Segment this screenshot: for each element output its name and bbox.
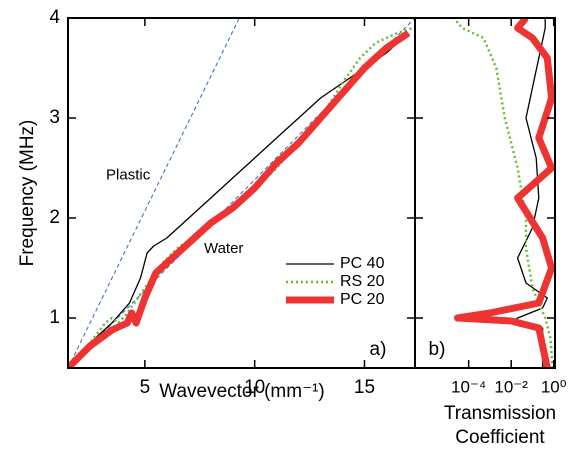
annotation: Plastic <box>106 166 151 183</box>
y-tick-label: 1 <box>49 307 60 328</box>
x-tick-label: 15 <box>354 377 375 398</box>
legend-label: PC 40 <box>340 255 385 272</box>
legend-label: RS 20 <box>340 273 385 290</box>
panel-label: b) <box>429 339 446 360</box>
data-line <box>510 18 548 368</box>
x-tick-label: 10⁻² <box>494 377 528 396</box>
legend-label: PC 20 <box>340 291 385 308</box>
y-tick-label: 2 <box>49 207 60 228</box>
x-axis-label: Transmission <box>444 403 556 424</box>
x-tick-label: 5 <box>140 377 151 398</box>
data-line <box>68 30 411 368</box>
y-tick-label: 4 <box>49 7 60 28</box>
data-line <box>454 18 555 368</box>
panel-label: a) <box>370 339 387 360</box>
reference-line <box>68 18 240 368</box>
y-axis-label: Frequency (MHz) <box>17 120 38 267</box>
plot-frame <box>414 17 556 369</box>
x-axis-label: Coefficient <box>455 427 545 448</box>
x-axis-label: Wavevector (mm⁻¹) <box>159 381 325 402</box>
y-tick-label: 3 <box>49 107 60 128</box>
x-tick-label: 10⁰ <box>541 377 567 396</box>
x-tick-label: 10 <box>244 377 265 398</box>
x-tick-label: 10⁻⁴ <box>451 377 486 396</box>
annotation: Water <box>204 240 243 257</box>
data-line <box>68 26 414 368</box>
reference-line <box>68 18 415 368</box>
